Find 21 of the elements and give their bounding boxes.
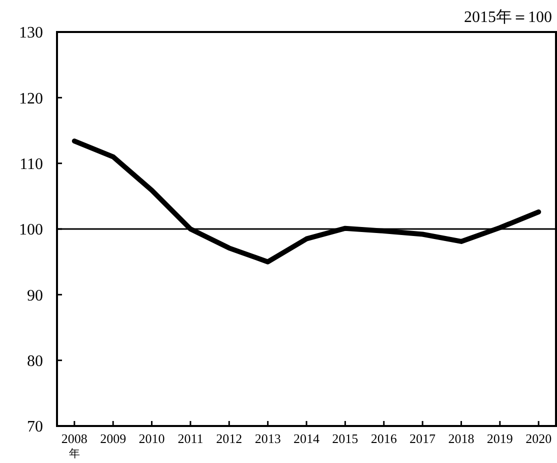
y-tick-label: 80 xyxy=(27,352,43,370)
x-tick-label: 2013 xyxy=(254,431,281,446)
x-tick-label: 2009 xyxy=(100,431,126,446)
y-tick-label: 70 xyxy=(27,418,43,436)
x-tick-label: 2019 xyxy=(486,431,513,446)
x-tick-label: 2008 年 xyxy=(61,431,88,460)
y-tick-label: 120 xyxy=(19,90,43,108)
y-tick-label: 130 xyxy=(19,24,43,42)
x-tick-label: 2018 xyxy=(448,431,474,446)
x-tick-label: 2020 xyxy=(526,431,552,446)
x-tick-label: 2012 xyxy=(216,431,242,446)
y-tick-label: 100 xyxy=(19,222,43,239)
x-tick-label: 2017 xyxy=(410,431,436,446)
y-tick-label: 90 xyxy=(27,287,43,304)
x-tick-label: 2015 xyxy=(332,431,358,446)
text: 2015年＝100 xyxy=(464,9,552,26)
x-tick-label: 2016 xyxy=(370,431,398,446)
x-tick-label: 2014 xyxy=(294,431,320,446)
x-tick-label: 2011 xyxy=(178,431,204,446)
y-tick-label: 110 xyxy=(20,156,43,173)
x-tick-label: 2010 xyxy=(138,431,165,446)
